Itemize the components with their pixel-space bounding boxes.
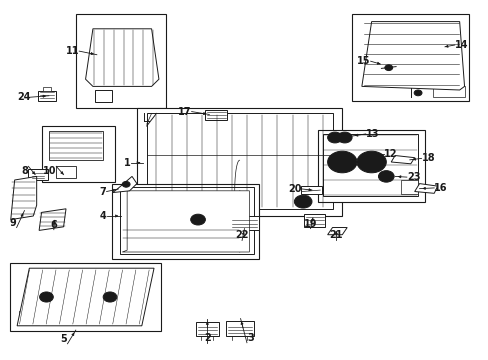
Bar xyxy=(225,321,254,336)
Circle shape xyxy=(382,174,389,179)
Polygon shape xyxy=(39,209,66,230)
Bar xyxy=(19,311,39,325)
Bar xyxy=(112,184,259,259)
Text: 9: 9 xyxy=(10,217,17,228)
Text: 10: 10 xyxy=(42,166,56,176)
Text: 8: 8 xyxy=(21,166,28,176)
Bar xyxy=(400,180,417,194)
Polygon shape xyxy=(17,268,154,326)
Text: 24: 24 xyxy=(17,92,30,102)
Bar xyxy=(229,216,259,230)
Text: 23: 23 xyxy=(406,172,420,182)
Text: 13: 13 xyxy=(365,129,379,139)
Text: 2: 2 xyxy=(203,333,210,343)
Bar xyxy=(28,169,48,180)
Circle shape xyxy=(413,90,421,96)
Text: 7: 7 xyxy=(100,186,106,197)
Circle shape xyxy=(337,132,351,143)
Bar xyxy=(146,113,332,209)
Bar xyxy=(195,322,219,336)
Text: 16: 16 xyxy=(433,183,447,193)
Text: 5: 5 xyxy=(61,334,67,344)
Bar xyxy=(49,131,102,160)
Text: 14: 14 xyxy=(454,40,468,50)
Bar xyxy=(205,110,227,120)
Polygon shape xyxy=(300,186,321,194)
Circle shape xyxy=(333,156,350,168)
Circle shape xyxy=(294,195,311,208)
Bar xyxy=(304,214,325,227)
Polygon shape xyxy=(11,176,37,220)
Bar xyxy=(137,108,342,216)
Text: 3: 3 xyxy=(246,333,253,343)
Text: 12: 12 xyxy=(383,149,397,159)
Circle shape xyxy=(327,151,356,173)
Polygon shape xyxy=(414,184,437,193)
Bar xyxy=(41,126,115,182)
Bar xyxy=(322,134,417,196)
Bar xyxy=(76,14,166,108)
Bar xyxy=(95,90,112,102)
Circle shape xyxy=(384,65,392,71)
Text: 4: 4 xyxy=(100,211,106,221)
Bar xyxy=(38,91,56,101)
Bar xyxy=(56,166,76,178)
Text: 21: 21 xyxy=(329,230,343,240)
Text: 17: 17 xyxy=(178,107,191,117)
Polygon shape xyxy=(390,156,414,164)
Circle shape xyxy=(362,156,380,168)
Circle shape xyxy=(40,292,53,302)
Polygon shape xyxy=(361,22,464,90)
Bar xyxy=(120,187,254,254)
Polygon shape xyxy=(112,176,137,193)
Circle shape xyxy=(356,151,386,173)
Polygon shape xyxy=(85,29,159,86)
Text: 22: 22 xyxy=(235,230,248,240)
Bar xyxy=(317,130,425,202)
Bar xyxy=(432,86,464,97)
Text: 15: 15 xyxy=(356,56,370,66)
Polygon shape xyxy=(122,191,249,252)
Bar xyxy=(351,14,468,101)
Bar xyxy=(43,87,51,91)
Text: 18: 18 xyxy=(421,153,434,163)
Text: 6: 6 xyxy=(50,220,57,230)
Circle shape xyxy=(103,292,117,302)
Circle shape xyxy=(327,132,342,143)
Circle shape xyxy=(122,181,130,187)
Text: 20: 20 xyxy=(288,184,302,194)
Polygon shape xyxy=(327,228,346,235)
Circle shape xyxy=(190,214,205,225)
Text: 11: 11 xyxy=(65,46,79,56)
Circle shape xyxy=(378,171,393,182)
Bar xyxy=(10,263,161,331)
Text: 19: 19 xyxy=(303,219,317,229)
Text: 1: 1 xyxy=(124,158,131,168)
